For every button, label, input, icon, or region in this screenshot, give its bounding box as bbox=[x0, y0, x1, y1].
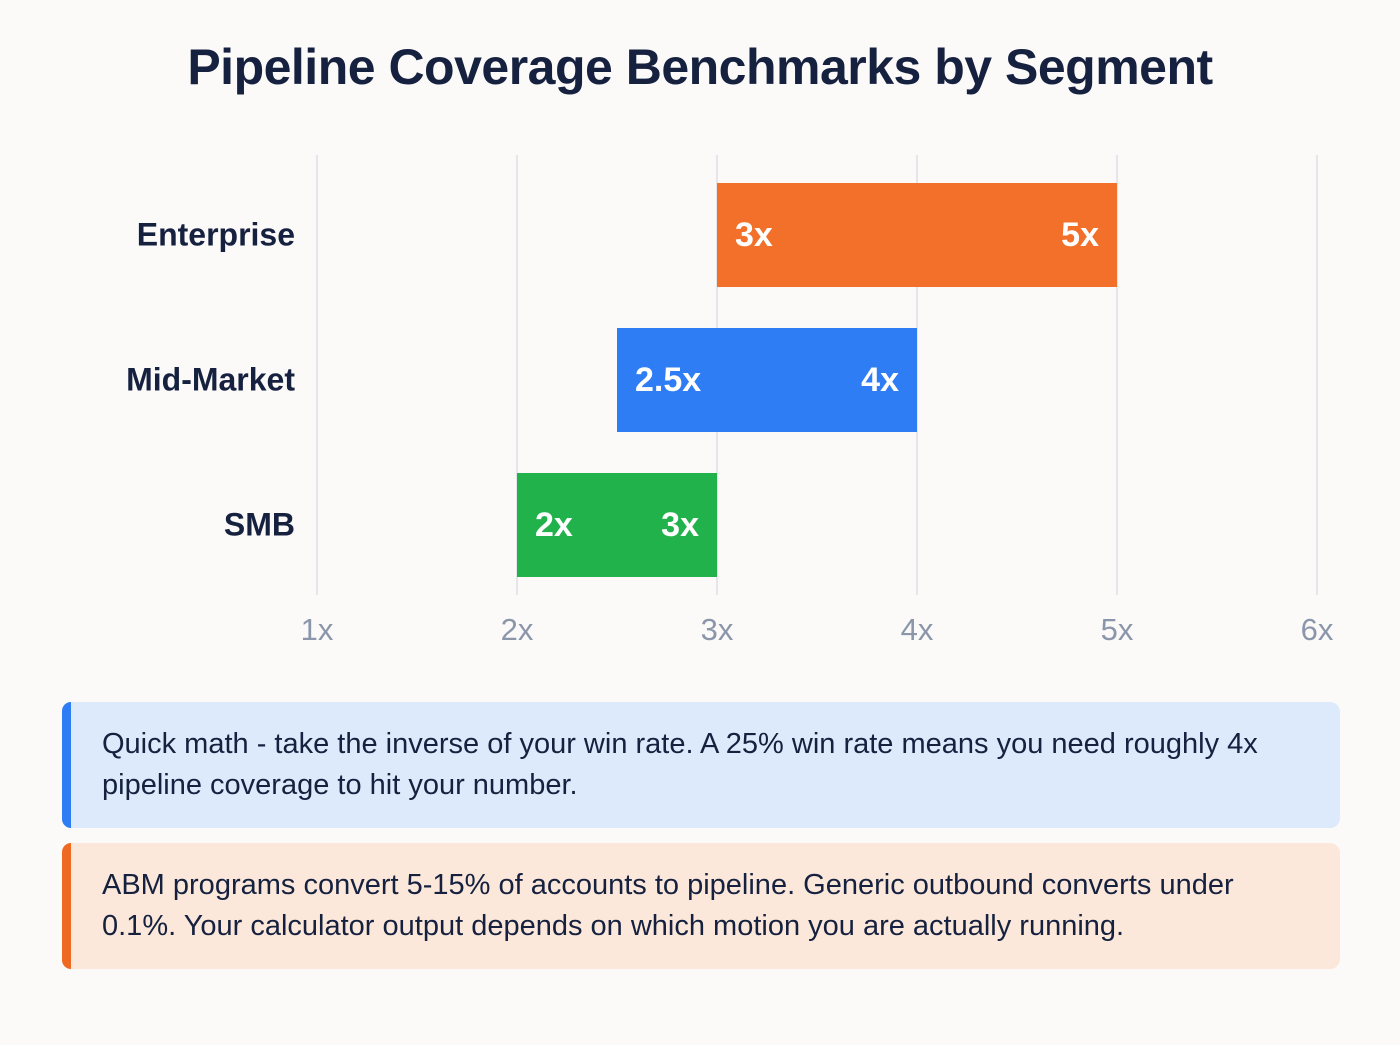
gridline-6x bbox=[1316, 155, 1318, 595]
bar-mid-market: 2.5x 4x bbox=[617, 328, 917, 432]
gridline-1x bbox=[316, 155, 318, 595]
callout-note-1-text: Quick math - take the inverse of your wi… bbox=[102, 728, 1258, 802]
category-label-smb: SMB bbox=[223, 506, 295, 543]
bar-low-value: 2x bbox=[535, 506, 573, 544]
category-label-enterprise: Enterprise bbox=[136, 216, 295, 253]
x-axis-tick-labels: 1x 2x 3x 4x 5x 6x bbox=[0, 612, 1400, 662]
callout-note-1: Quick math - take the inverse of your wi… bbox=[62, 702, 1340, 829]
page-title: Pipeline Coverage Benchmarks by Segment bbox=[187, 39, 1213, 95]
bar-high-value: 3x bbox=[661, 506, 699, 544]
callout-note-2: ABM programs convert 5-15% of accounts t… bbox=[62, 843, 1340, 970]
tick-label-6x: 6x bbox=[1300, 612, 1334, 647]
chart-plot-area: Enterprise 3x 5x Mid-Market 2.5x 4x SMB 2x 3x bbox=[0, 155, 1400, 595]
category-label-mid-market: Mid-Market bbox=[126, 361, 295, 398]
bar-smb: 2x 3x bbox=[517, 473, 717, 577]
bar-enterprise: 3x 5x bbox=[717, 183, 1117, 287]
bar-low-value: 3x bbox=[735, 216, 773, 254]
bar-high-value: 5x bbox=[1061, 216, 1099, 254]
tick-label-5x: 5x bbox=[1100, 612, 1134, 647]
gridline-2x bbox=[516, 155, 518, 595]
tick-label-3x: 3x bbox=[700, 612, 734, 647]
bar-high-value: 4x bbox=[861, 361, 899, 399]
tick-label-1x: 1x bbox=[300, 612, 334, 647]
bar-low-value: 2.5x bbox=[635, 361, 702, 399]
tick-label-4x: 4x bbox=[900, 612, 934, 647]
gridline-5x bbox=[1116, 155, 1118, 595]
callout-accent-bar bbox=[62, 702, 71, 829]
gridline-4x bbox=[916, 155, 918, 595]
callout-note-2-text: ABM programs convert 5-15% of accounts t… bbox=[102, 869, 1234, 943]
tick-label-2x: 2x bbox=[500, 612, 534, 647]
callout-accent-bar bbox=[62, 843, 71, 970]
